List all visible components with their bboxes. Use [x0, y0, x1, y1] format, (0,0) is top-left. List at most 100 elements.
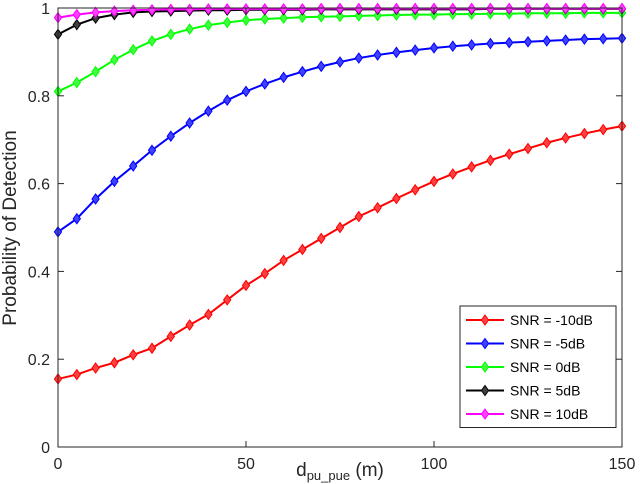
legend-label-3: SNR = 5dB	[510, 383, 580, 399]
series-4-point-11	[260, 3, 270, 15]
series-0-point-4	[128, 348, 138, 361]
series-0-point-18	[392, 192, 401, 205]
series-1-point-13	[298, 65, 307, 78]
x-tick-label-3: 150	[609, 456, 636, 473]
series-1-point-18	[392, 46, 401, 59]
legend: SNR = -10dB SNR = -5dB SNR = 0dB SNR = 5dB S…	[459, 305, 617, 428]
series-0-point-24	[504, 148, 514, 161]
series-0-point-29	[598, 123, 608, 136]
series-1-point-16	[354, 52, 364, 64]
series-4-point-3	[110, 5, 119, 17]
series-2-point-13	[298, 11, 307, 24]
series-0-point-10	[241, 279, 251, 292]
series-1-point-29	[598, 32, 608, 45]
series-0-point-12	[279, 254, 288, 267]
series-1-point-3	[110, 175, 119, 188]
series-1-point-25	[523, 35, 533, 48]
x-tick-label-0: 0	[54, 456, 63, 473]
series-0-point-19	[410, 183, 420, 196]
x-axis-label: dpu_pue (m)	[296, 460, 384, 483]
series-0	[53, 120, 627, 385]
series-1-point-7	[185, 117, 194, 129]
series-0-point-8	[204, 308, 213, 321]
series-2-point-11	[260, 13, 270, 25]
series-2-point-3	[110, 53, 119, 66]
series-0-point-7	[185, 319, 194, 331]
series-1-point-11	[260, 78, 270, 90]
series-4-point-2	[91, 6, 100, 19]
series-0-point-17	[373, 201, 382, 214]
series-0-point-27	[561, 132, 570, 144]
series-1-point-4	[128, 160, 138, 172]
series-1-point-17	[373, 49, 382, 61]
legend-marker-4	[480, 408, 490, 420]
series-0-point-1	[72, 368, 82, 381]
series-1-point-19	[410, 44, 420, 56]
series-0-point-20	[429, 175, 439, 188]
series-0-point-23	[486, 154, 495, 167]
series-0-point-2	[91, 362, 100, 374]
legend-marker-0	[480, 314, 490, 326]
series-1-point-22	[467, 39, 476, 51]
series-0-point-3	[110, 356, 119, 369]
series-2-point-9	[222, 16, 232, 29]
series-2-point-15	[335, 10, 345, 23]
legend-marker-1	[480, 337, 490, 350]
series-2-point-16	[354, 10, 364, 22]
series-2-point-1	[72, 76, 82, 89]
series-2-point-10	[241, 14, 251, 27]
y-tick-label-0: 0	[41, 440, 50, 457]
series-4-point-8	[204, 3, 213, 15]
series-2-point-2	[91, 65, 100, 78]
series-0-point-6	[166, 330, 176, 343]
series-2-point-8	[204, 19, 213, 31]
series-1-point-1	[72, 212, 82, 225]
x-tick-label-2: 100	[421, 456, 448, 473]
series-4-point-12	[279, 3, 288, 15]
series-1-point-23	[486, 37, 495, 50]
series-1-point-26	[542, 35, 552, 47]
y-tick-label-1: 0.2	[28, 352, 50, 369]
series-1-point-12	[279, 71, 288, 84]
legend-label-1: SNR = -5dB	[510, 336, 585, 352]
series-2-point-12	[279, 12, 288, 24]
series-1-point-20	[429, 42, 439, 54]
series-1-point-24	[504, 36, 514, 49]
axes-layer: 0 50 100 150 0 0.2 0.4 0.6 0.8 1	[28, 1, 636, 473]
series-2-point-14	[316, 10, 326, 23]
series-0-point-15	[335, 221, 345, 234]
series-0-point-28	[580, 127, 589, 140]
legend-marker-3	[480, 384, 490, 397]
y-axis-label: Probability of Detection	[0, 130, 21, 325]
legend-label-0: SNR = -10dB	[510, 312, 593, 328]
legend-label-2: SNR = 0dB	[510, 359, 580, 375]
series-4-point-1	[72, 8, 82, 21]
series-0-point-5	[147, 342, 157, 355]
series-0-point-26	[542, 136, 552, 149]
series-0-point-13	[298, 243, 307, 256]
series-4-point-9	[222, 3, 232, 15]
series-4-point-13	[298, 3, 307, 15]
series-1-point-15	[335, 56, 345, 68]
y-tick-label-5: 1	[41, 1, 50, 18]
series-2-point-4	[128, 43, 138, 56]
series-2-point-5	[147, 35, 157, 47]
series-2-point-6	[166, 28, 176, 41]
series-1-point-28	[580, 33, 589, 46]
legend-marker-2	[480, 361, 490, 373]
series-3-point-1	[72, 18, 82, 31]
series-0-point-25	[523, 142, 533, 155]
series-0-point-16	[354, 210, 364, 223]
y-tick-label-4: 0.8	[28, 89, 50, 106]
series-1-point-27	[561, 34, 570, 46]
series-2-point-17	[373, 9, 382, 22]
legend-label-4: SNR = 10dB	[510, 406, 588, 422]
series-2-point-7	[185, 23, 194, 35]
series-1-point-6	[166, 130, 176, 143]
series-1-point-14	[316, 60, 326, 73]
y-tick-label-3: 0.6	[28, 177, 50, 194]
y-tick-label-2: 0.4	[28, 264, 50, 281]
series-0-point-21	[448, 168, 458, 180]
series-1-point-9	[222, 94, 232, 107]
